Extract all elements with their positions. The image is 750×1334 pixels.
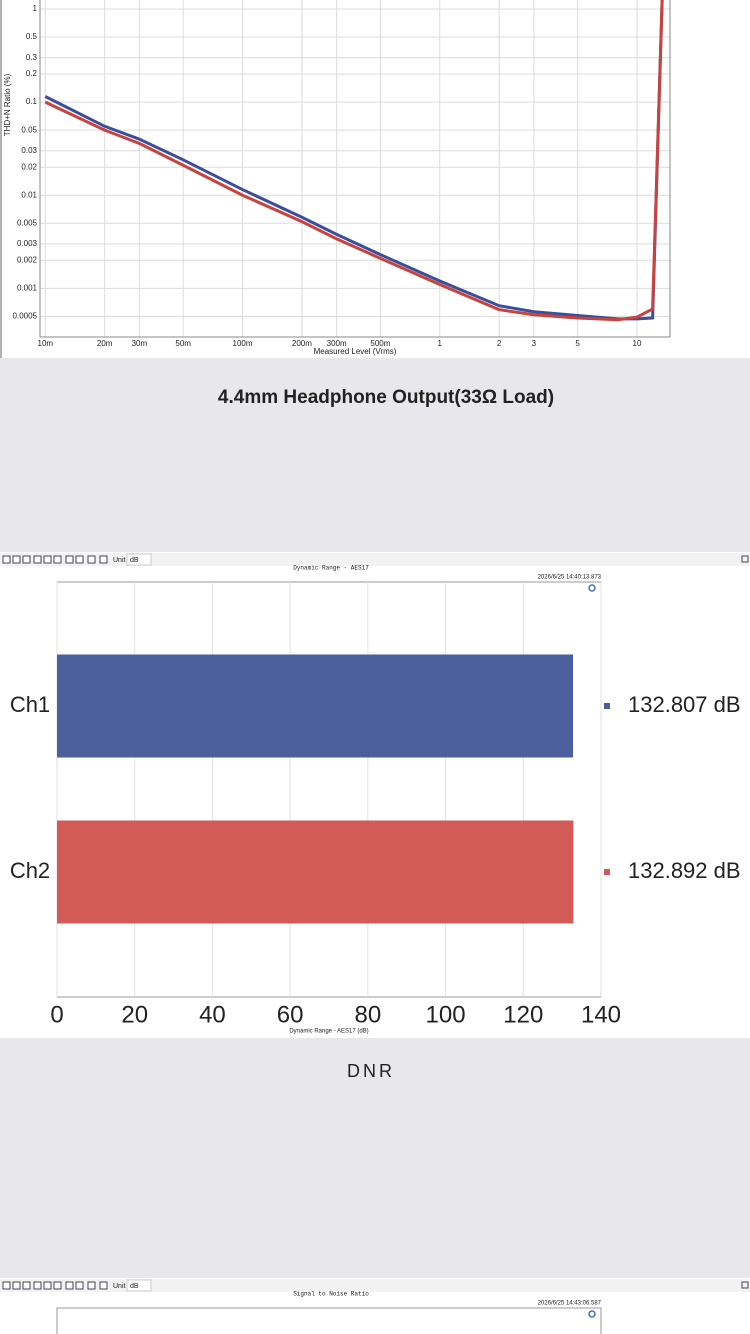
toolbar-icon — [33, 1281, 42, 1290]
toolbar-label: Unit — [113, 557, 126, 564]
toolbar-icon — [22, 555, 31, 564]
x-tick-label: 20 — [121, 1001, 148, 1028]
legend-swatch — [604, 703, 610, 709]
toolbar-icon — [87, 1281, 96, 1290]
line — [44, 0, 664, 322]
y-tick-label: 1 — [33, 4, 38, 13]
y-tick-label: 0.0005 — [13, 311, 38, 320]
bar — [57, 654, 574, 758]
category-label: Ch1 — [10, 692, 50, 717]
x-tick-label: 40 — [199, 1001, 226, 1028]
panel — [0, 0, 750, 358]
toolbar-icon — [741, 555, 749, 563]
x-tick-label: 100m — [233, 339, 253, 348]
timestamp: 2026/6/25 14:43:06.587 — [538, 1301, 602, 1307]
legend-swatch — [604, 869, 610, 875]
x-tick-label: 80 — [355, 1001, 382, 1028]
toolbar-icon — [87, 555, 96, 564]
x-tick-label: 2 — [497, 339, 502, 348]
panel — [0, 552, 750, 1038]
category-label: Ch2 — [10, 858, 50, 883]
caption: DNR — [347, 1061, 395, 1081]
toolbar-icon — [22, 1281, 31, 1290]
y-tick-label: 0.05 — [21, 125, 37, 134]
toolbar-icon — [99, 555, 108, 564]
y-tick-label: 0.003 — [17, 239, 38, 248]
x-tick-label: 0 — [50, 1001, 63, 1028]
x-tick-label: 5 — [575, 339, 580, 348]
y-tick-label: 0.5 — [26, 32, 38, 41]
toolbar-icon — [43, 555, 52, 564]
toolbar-icon — [2, 555, 11, 564]
timestamp: 2026/6/25 14:40:13.873 — [538, 575, 602, 581]
y-tick-label: 0.002 — [17, 255, 38, 264]
toolbar-icon — [75, 555, 84, 564]
x-tick-label: 10m — [38, 339, 54, 348]
x-tick-label: 100 — [426, 1001, 466, 1028]
toolbar — [0, 1279, 750, 1292]
x-tick-label: 3 — [532, 339, 537, 348]
x-tick-label: 120 — [503, 1001, 543, 1028]
x-tick-label: 60 — [277, 1001, 304, 1028]
x-tick-label: 20m — [97, 339, 113, 348]
toolbar-label: Unit — [113, 1283, 126, 1290]
value-label: 132.892 dB — [628, 858, 741, 883]
toolbar-icon — [99, 1281, 108, 1290]
x-axis-label: Dynamic Range - AES17 (dB) — [289, 1029, 368, 1035]
toolbar-icon — [53, 1281, 62, 1290]
toolbar-icon — [65, 1281, 74, 1290]
caption: 4.4mm Headphone Output(33Ω Load) — [218, 387, 554, 408]
x-tick-label: 140 — [581, 1001, 621, 1028]
bar — [57, 820, 574, 924]
plot-frame — [39, 0, 671, 338]
chart-title: Dynamic Range - AES17 — [293, 565, 369, 572]
x-tick-label: 50m — [175, 339, 191, 348]
y-tick-label: 0.01 — [21, 190, 37, 199]
x-tick-label: 1 — [438, 339, 443, 348]
y-axis-label: THD+N Ratio (%) — [3, 73, 12, 136]
toolbar-icon — [53, 555, 62, 564]
toolbar — [0, 553, 750, 566]
unit-value: dB — [130, 557, 139, 564]
y-tick-label: 0.005 — [17, 218, 38, 227]
chart-title: Signal to Noise Ratio — [293, 1291, 369, 1298]
toolbar-icon — [33, 555, 42, 564]
y-tick-label: 0.1 — [26, 97, 38, 106]
x-tick-label: 300m — [327, 339, 347, 348]
toolbar-icon — [43, 1281, 52, 1290]
x-tick-label: 500m — [370, 339, 390, 348]
y-tick-label: 0.3 — [26, 53, 38, 62]
logo — [588, 584, 596, 592]
toolbar-icon — [741, 1281, 749, 1289]
toolbar-icon — [12, 1281, 21, 1290]
x-tick-label: 10 — [633, 339, 642, 348]
x-axis-label: Measured Level (Vrms) — [314, 347, 397, 356]
unit-select — [126, 1279, 152, 1292]
x-tick-label: 30m — [132, 339, 148, 348]
toolbar-icon — [12, 555, 21, 564]
toolbar-icon — [65, 555, 74, 564]
x-tick-label: 200m — [292, 339, 312, 348]
unit-value: dB — [130, 1283, 139, 1290]
toolbar-icon — [2, 1281, 11, 1290]
y-tick-label: 0.001 — [17, 283, 38, 292]
unit-select — [126, 553, 152, 566]
toolbar-icon — [75, 1281, 84, 1290]
value-label: 132.807 dB — [628, 692, 741, 717]
logo — [588, 1310, 596, 1318]
y-tick-label: 0.2 — [26, 69, 38, 78]
plot-frame — [56, 1307, 602, 1334]
y-tick-label: 0.03 — [21, 146, 37, 155]
y-tick-label: 0.02 — [21, 162, 37, 171]
